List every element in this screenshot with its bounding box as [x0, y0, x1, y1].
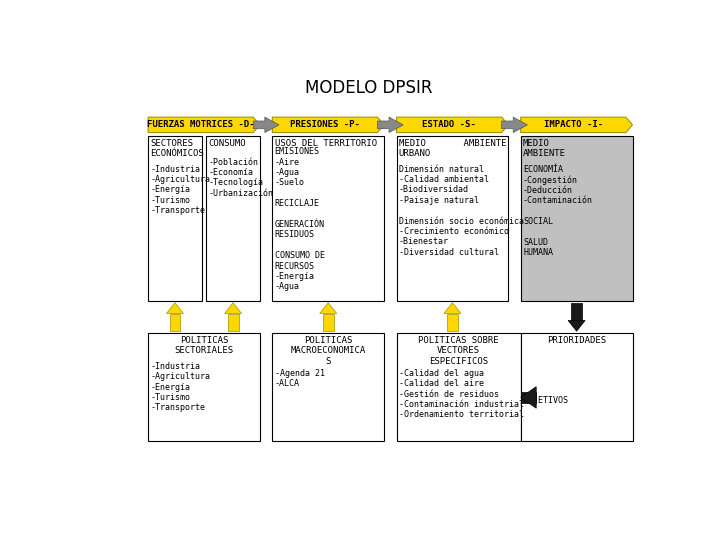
Polygon shape [502, 117, 528, 132]
Polygon shape [568, 320, 585, 331]
Text: POLITICAS SOBRE
VECTORES
ESPECIFICOS: POLITICAS SOBRE VECTORES ESPECIFICOS [418, 336, 499, 366]
FancyBboxPatch shape [206, 136, 260, 301]
FancyBboxPatch shape [228, 314, 238, 331]
Polygon shape [521, 117, 632, 132]
Polygon shape [320, 303, 337, 314]
Polygon shape [521, 387, 536, 408]
FancyBboxPatch shape [148, 333, 260, 441]
FancyBboxPatch shape [521, 392, 536, 403]
Text: MEDIO       AMBIENTE
URBANO: MEDIO AMBIENTE URBANO [399, 139, 506, 158]
Text: -Agenda 21
-ALCA: -Agenda 21 -ALCA [274, 359, 325, 388]
Text: -Calidad del agua
-Calidad del aire
-Gestión de residuos
-Contaminación industri: -Calidad del agua -Calidad del aire -Ges… [399, 359, 524, 420]
FancyBboxPatch shape [521, 136, 632, 301]
FancyBboxPatch shape [397, 136, 508, 301]
FancyBboxPatch shape [571, 303, 582, 320]
Text: -Población
-Economía
-Tecnología
-Urbanización: -Población -Economía -Tecnología -Urbani… [209, 147, 274, 198]
Polygon shape [397, 117, 508, 132]
Text: MODELO DPSIR: MODELO DPSIR [305, 79, 433, 97]
Polygon shape [377, 117, 403, 132]
Text: ESTADO -S-: ESTADO -S- [422, 120, 476, 130]
Text: -Industria
-Agricultura
-Energía
-Turismo
-Transporte: -Industria -Agricultura -Energía -Turism… [150, 352, 210, 413]
FancyBboxPatch shape [148, 136, 202, 301]
Polygon shape [253, 117, 279, 132]
Text: CONSUMO: CONSUMO [209, 139, 246, 148]
Polygon shape [148, 117, 260, 132]
Text: USOS DEL TERRITORIO: USOS DEL TERRITORIO [274, 139, 377, 148]
Polygon shape [166, 303, 184, 314]
Text: PRIORIDADES: PRIORIDADES [547, 336, 606, 345]
Text: SECTORES
ECONÓMICOS: SECTORES ECONÓMICOS [150, 139, 204, 158]
FancyBboxPatch shape [169, 314, 181, 331]
FancyBboxPatch shape [397, 333, 521, 441]
Text: PRESIONES -P-: PRESIONES -P- [290, 120, 360, 130]
Text: IMPACTO -I-: IMPACTO -I- [544, 120, 603, 130]
Text: POLITICAS
MACROECONOMICA
S: POLITICAS MACROECONOMICA S [291, 336, 366, 366]
FancyBboxPatch shape [447, 314, 458, 331]
Polygon shape [444, 303, 461, 314]
Text: -Industria
-Agricultura
-Energía
-Turismo
-Transporte: -Industria -Agricultura -Energía -Turism… [150, 154, 210, 215]
Text: EMISIONES
-Aire
-Agua
-Suelo

RECICLAJE

GENERACIÓN
RESIDUOS

CONSUMO DE
RECURSO: EMISIONES -Aire -Agua -Suelo RECICLAJE G… [274, 147, 325, 292]
Text: Dimensión natural
-Calidad ambiental
-Biodiversidad
-Paisaje natural

Dimensión : Dimensión natural -Calidad ambiental -Bi… [399, 154, 524, 257]
Text: OBJETIVOS: OBJETIVOS [523, 345, 568, 406]
FancyBboxPatch shape [272, 136, 384, 301]
Text: ECONOMÍA
-Congestión
-Deducción
-Contaminación

SOCIAL

SALUD
HUMANA: ECONOMÍA -Congestión -Deducción -Contami… [523, 154, 593, 258]
FancyBboxPatch shape [323, 314, 333, 331]
Polygon shape [225, 303, 242, 314]
FancyBboxPatch shape [521, 333, 632, 441]
Text: MEDIO
AMBIENTE: MEDIO AMBIENTE [523, 139, 566, 158]
Text: FUERZAS MOTRICES -D-: FUERZAS MOTRICES -D- [147, 120, 254, 130]
Polygon shape [272, 117, 384, 132]
FancyBboxPatch shape [272, 333, 384, 441]
Text: POLITICAS
SECTORIALES: POLITICAS SECTORIALES [174, 336, 233, 355]
